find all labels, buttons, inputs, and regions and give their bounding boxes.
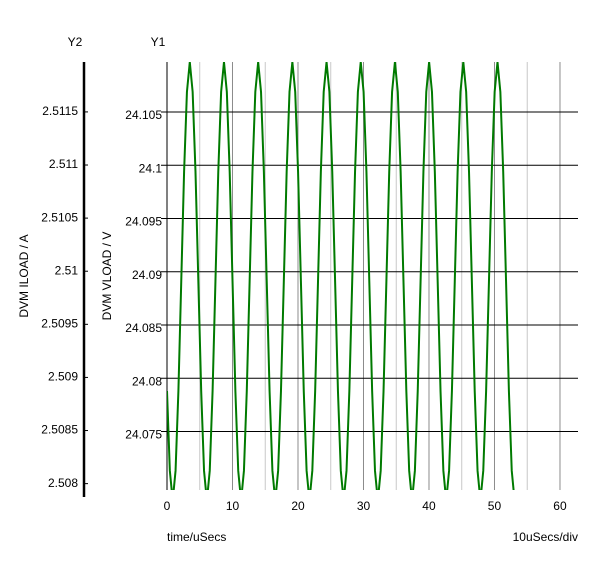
y2-tick-label: 2.5085: [41, 423, 78, 437]
x-tick-label: 60: [553, 499, 567, 513]
y-tick-label: 24.095: [125, 215, 162, 229]
y-tick-label: 24.08: [132, 374, 162, 388]
series-line: [167, 62, 515, 490]
y-tick-label: 24.09: [132, 268, 162, 282]
y2-tick-label: 2.509: [48, 370, 78, 384]
y-axis-label: DVM VLOAD / V: [100, 232, 114, 321]
y2-tick-label: 2.5115: [42, 104, 78, 118]
x-tick-label: 20: [291, 499, 305, 513]
y-tick-label: 24.1: [139, 161, 163, 175]
y2-tick-label: 2.511: [49, 157, 78, 171]
x-scale-note: 10uSecs/div: [513, 530, 578, 544]
plot-area: [167, 62, 515, 490]
x-tick-label: 50: [488, 499, 502, 513]
y2-tick-label: 2.51: [55, 263, 79, 277]
x-axis-label: time/uSecs: [167, 530, 226, 544]
y2-tick-label: 2.5095: [41, 316, 78, 330]
y-tick-label: 24.075: [125, 428, 162, 442]
y2-tick-label: 2.508: [48, 476, 78, 490]
x-tick-label: 40: [422, 499, 436, 513]
y2-axis-label: DVM ILOAD / A: [17, 234, 31, 317]
y-tick-label: 24.085: [125, 321, 162, 335]
y-tick-label: 24.105: [125, 108, 162, 122]
x-tick-label: 0: [164, 499, 171, 513]
y2-header: Y2: [68, 35, 83, 49]
y1-header: Y1: [151, 35, 166, 49]
x-tick-label: 10: [226, 499, 240, 513]
x-tick-label: 30: [357, 499, 371, 513]
y2-tick-label: 2.5105: [41, 210, 78, 224]
